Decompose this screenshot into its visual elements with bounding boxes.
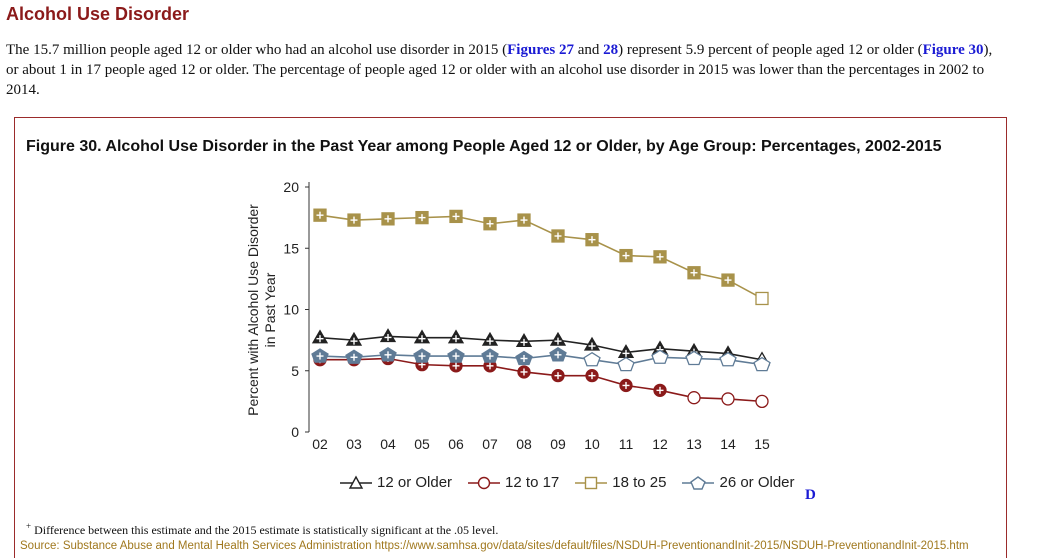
figure-28-link[interactable]: 28 [603,42,619,58]
x-tick-label: 15 [754,436,770,452]
x-tick-label: 08 [516,436,532,452]
figure-title: Figure 30. Alcohol Use Disorder in the P… [26,138,942,155]
x-tick-label: 09 [550,436,566,452]
y-axis-title-line2: in Past Year [262,272,278,347]
series-line-18-to-25 [319,214,763,300]
x-tick-label: 13 [686,436,702,452]
legend-item-18-to-25: 18 to 25 [573,474,666,491]
legend-label: 26 or Older [719,474,795,491]
x-tick-label: 11 [619,436,634,452]
y-tick-label: 10 [283,302,299,318]
legend-label: 12 or Older [377,474,453,491]
section-title: Alcohol Use Disorder [6,4,190,24]
x-tick-label: 06 [448,436,464,452]
intro-text-2: ) represent 5.9 percent of people aged 1… [618,42,923,58]
x-tick-label: 04 [380,436,396,452]
figure-container [14,117,1007,558]
legend-item-26-or-older: 26 or Older [680,474,795,491]
footnote: + Difference between this estimate and t… [26,521,498,538]
x-tick-label: 10 [584,436,600,452]
footnote-mark: + [26,521,32,531]
x-tick-label: 03 [346,436,362,452]
source-citation: Source: Substance Abuse and Mental Healt… [20,540,969,552]
y-axis-title: Percent with Alcohol Use Disorder [245,204,261,416]
y-tick-label: 20 [283,179,299,195]
intro-text-1: The 15.7 million people aged 12 or older… [6,42,508,58]
data-point-12-to-17 [755,394,769,409]
y-tick-label: 15 [283,240,299,256]
figure-30-link[interactable]: Figure 30 [922,42,984,58]
legend-swatch [682,475,715,490]
legend-item-12-or-older: 12 or Older [338,474,452,491]
data-point-12-to-17 [687,391,701,405]
intro-and: and [573,42,604,58]
figures-27-link[interactable]: Figures 27 [507,42,574,58]
data-point-26-or-older [583,351,601,367]
legend-item-12-to-17: 12 to 17 [466,474,559,491]
x-tick-label: 05 [414,436,430,452]
legend-swatch [575,476,608,489]
x-tick-label: 07 [482,436,498,452]
data-point-26-or-older [685,350,703,366]
data-point-26-or-older [753,356,771,372]
series-line-12-or-older [319,335,763,361]
data-point-18-to-25 [755,291,769,306]
chart-legend: 12 or Older 12 to 17 18 to 25 26 or Older [338,474,795,491]
d-link[interactable]: D [805,487,816,503]
intro-paragraph: The 15.7 million people aged 12 or older… [6,40,1006,100]
legend-swatch [340,475,372,489]
x-tick-label: 12 [652,436,668,452]
y-tick-label: 5 [291,363,299,379]
data-point-26-or-older [617,356,635,372]
x-tick-label: 02 [312,436,328,452]
legend-swatch [468,476,501,489]
y-tick-label: 0 [291,424,299,440]
legend-label: 12 to 17 [505,474,560,491]
data-point-26-or-older [651,349,669,364]
data-point-26-or-older [719,351,737,367]
footnote-text: Difference between this estimate and the… [31,523,499,537]
x-tick-label: 14 [720,436,736,452]
legend-label: 18 to 25 [612,474,667,491]
data-point-12-to-17 [721,392,735,406]
intro-text-3: ), or about 1 in 17 people aged 12 or ol… [6,42,993,98]
